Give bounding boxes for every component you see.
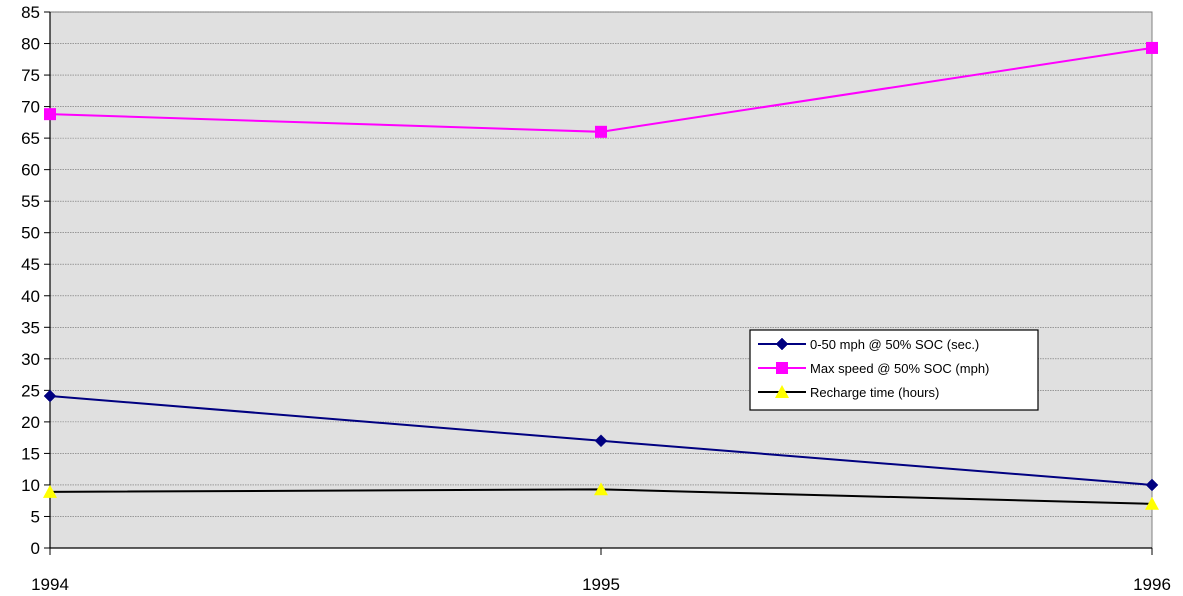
data-point-series-3 bbox=[43, 484, 57, 498]
y-tick-label: 75 bbox=[21, 66, 40, 85]
data-point-series-3 bbox=[594, 482, 608, 496]
x-tick-label: 1995 bbox=[582, 575, 620, 594]
y-tick-label: 40 bbox=[21, 287, 40, 306]
y-tick-label: 30 bbox=[21, 350, 40, 369]
data-point-series-3 bbox=[1145, 496, 1159, 510]
y-tick-label: 85 bbox=[21, 3, 40, 22]
y-tick-label: 10 bbox=[21, 476, 40, 495]
y-axis-ticks: 0 5 10 15 20 25 30 35 40 45 50 55 60 65 70 75 80 85 bbox=[21, 3, 50, 558]
y-tick-label: 50 bbox=[21, 224, 40, 243]
x-axis-ticks: 1994 1995 1996 bbox=[31, 548, 1171, 594]
series-group bbox=[43, 41, 1159, 510]
legend-marker-3 bbox=[775, 385, 789, 398]
y-tick-label: 70 bbox=[21, 98, 40, 117]
y-tick-label: 65 bbox=[21, 129, 40, 148]
legend-marker-1 bbox=[775, 337, 789, 351]
x-tick-label: 1994 bbox=[31, 575, 69, 594]
y-tick-label: 35 bbox=[21, 318, 40, 337]
data-point-series-1 bbox=[1145, 478, 1159, 492]
data-point-series-2 bbox=[595, 125, 607, 138]
y-tick-label: 25 bbox=[21, 381, 40, 400]
x-tick-label: 1996 bbox=[1133, 575, 1171, 594]
legend-marker-2 bbox=[776, 362, 788, 374]
legend: 0-50 mph @ 50% SOC (sec.) Max speed @ 50%… bbox=[749, 329, 1039, 411]
y-tick-label: 60 bbox=[21, 161, 40, 180]
data-point-series-2 bbox=[1146, 41, 1158, 54]
y-tick-label: 5 bbox=[31, 507, 40, 526]
plot-area bbox=[49, 11, 1153, 549]
gridlines bbox=[50, 11, 1152, 517]
y-tick-label: 20 bbox=[21, 413, 40, 432]
y-tick-label: 45 bbox=[21, 255, 40, 274]
y-tick-label: 15 bbox=[21, 444, 40, 463]
y-tick-label: 55 bbox=[21, 192, 40, 211]
y-tick-label: 80 bbox=[21, 35, 40, 54]
legend-label-2: Max speed @ 50% SOC (mph) bbox=[810, 361, 989, 376]
data-point-series-1 bbox=[43, 389, 57, 403]
data-point-series-2 bbox=[44, 108, 56, 121]
legend-label-1: 0-50 mph @ 50% SOC (sec.) bbox=[810, 337, 979, 352]
legend-label-3: Recharge time (hours) bbox=[810, 385, 939, 400]
y-tick-label: 0 bbox=[31, 539, 40, 558]
data-point-series-1 bbox=[594, 434, 608, 448]
